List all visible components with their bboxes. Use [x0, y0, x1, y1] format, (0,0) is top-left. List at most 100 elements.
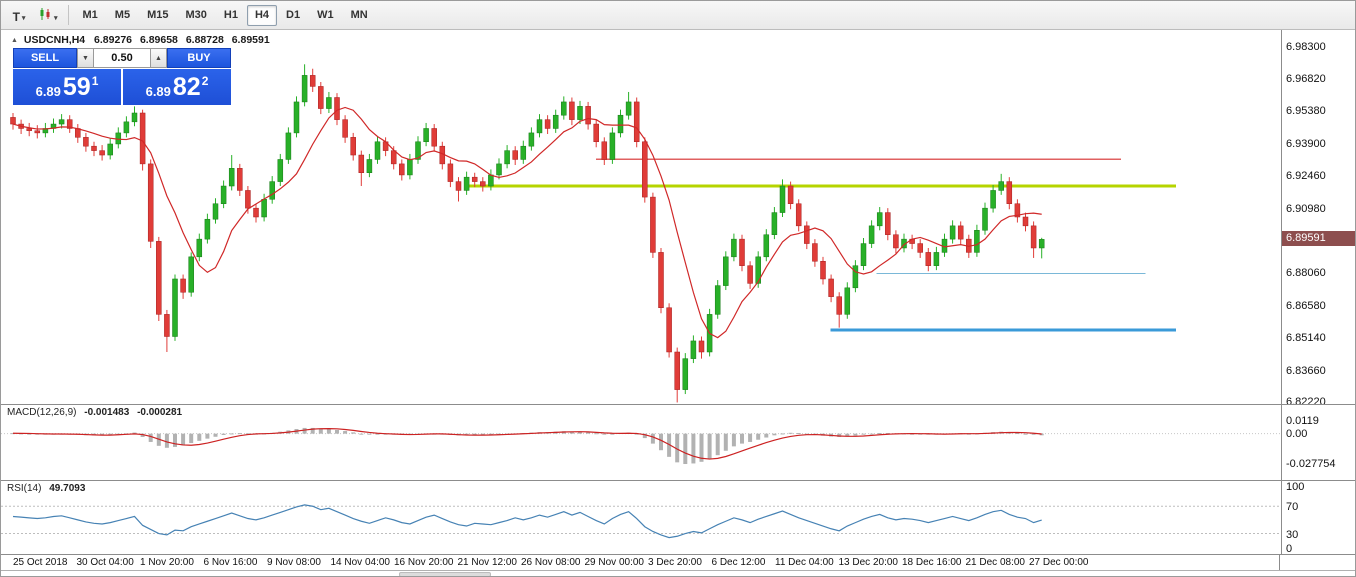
timeframe-button-m1[interactable]: M1 — [75, 5, 106, 26]
price-scale-label: 6.98300 — [1286, 40, 1326, 53]
buy-price-pips: 82 — [172, 73, 201, 101]
chart-symbol-icon: ▲ — [11, 37, 18, 44]
main-chart-canvas[interactable] — [1, 30, 1281, 404]
time-axis-labels: 25 Oct 2018 30 Oct 04:00 1 Nov 20:00 6 Nov … — [1, 555, 1279, 570]
price-scale[interactable]: 6.98300 6.96820 6.95380 6.93900 6.92460 6.909… — [1281, 30, 1355, 404]
time-axis-label: 6 Dec 12:00 — [711, 557, 766, 568]
moving-average-line[interactable] — [12, 106, 1042, 339]
macd-main-value: -0.001483 — [84, 407, 130, 418]
price-scale-label: 6.86580 — [1286, 299, 1326, 312]
rsi-scale-label: 70 — [1286, 501, 1299, 514]
price-scale-label: 6.96820 — [1286, 73, 1326, 86]
macd-header: MACD(12,26,9) -0.001483 -0.000281 — [7, 407, 182, 418]
price-scale-label: 6.88060 — [1286, 267, 1326, 280]
time-axis-label: 3 Dec 20:00 — [648, 557, 702, 568]
timeframe-button-m30[interactable]: M30 — [177, 5, 214, 26]
buy-price-base: 6.89 — [145, 83, 171, 99]
macd-signal-value: -0.000281 — [137, 407, 183, 418]
price-scale-label: 6.82220 — [1286, 396, 1326, 404]
time-axis-label: 30 Oct 04:00 — [76, 557, 134, 568]
time-axis-label: 13 Dec 20:00 — [838, 557, 899, 568]
ohlc-low: 6.88728 — [185, 34, 224, 46]
timeframe-button-mn[interactable]: MN — [343, 5, 376, 26]
buy-price-display[interactable]: 6.89 82 2 — [123, 69, 231, 105]
timeframe-button-w1[interactable]: W1 — [309, 5, 342, 26]
bottom-bar — [1, 571, 1355, 576]
ohlc-high: 6.89658 — [139, 34, 178, 46]
timeframe-button-h1[interactable]: H1 — [216, 5, 246, 26]
macd-label: MACD(12,26,9) — [7, 407, 77, 418]
main-chart-area[interactable]: ▲ USDCNH,H4 6.89276 6.89658 6.88728 6.89… — [1, 30, 1281, 404]
timeframe-button-h4[interactable]: H4 — [246, 4, 278, 26]
macd-panel[interactable]: MACD(12,26,9) -0.001483 -0.000281 — [1, 405, 1281, 480]
sell-price-pips: 59 — [62, 73, 91, 101]
lot-size-input[interactable]: 0.50 — [94, 48, 150, 68]
macd-scale[interactable]: 0.0119 0.00 -0.027754 — [1281, 405, 1355, 480]
chart-toolbar: T ▾ ▾ M1 M5 M15 M30 H1 H4 D1 W1 MN — [1, 1, 1355, 30]
time-axis-label: 16 Nov 20:00 — [394, 557, 454, 568]
buy-button[interactable]: BUY — [167, 48, 231, 68]
lot-increase-button[interactable]: ▲ — [150, 48, 167, 68]
rsi-header: RSI(14) 49.7093 — [7, 483, 85, 494]
price-scale-label: 6.83660 — [1286, 364, 1326, 377]
time-axis[interactable]: 25 Oct 2018 30 Oct 04:00 1 Nov 20:00 6 Nov … — [1, 555, 1355, 571]
rsi-scale-label: 100 — [1286, 481, 1305, 493]
rsi-canvas — [1, 504, 1281, 539]
price-scale-label: 6.85140 — [1286, 331, 1326, 344]
chart-type-button[interactable]: ▾ — [34, 4, 62, 26]
horizontal-scrollbar-thumb[interactable] — [399, 572, 491, 576]
text-tool-label: T — [12, 10, 20, 24]
text-tool-button[interactable]: T ▾ — [6, 4, 32, 26]
chart-symbol-label: USDCNH,H4 — [23, 34, 86, 46]
timeframe-button-d1[interactable]: D1 — [278, 5, 308, 26]
time-axis-label: 6 Nov 16:00 — [203, 557, 258, 568]
rsi-panel[interactable]: RSI(14) 49.7093 — [1, 481, 1281, 554]
rsi-label: RSI(14) — [7, 483, 42, 494]
one-click-trading-panel: SELL ▼ 0.50 ▲ BUY 6.89 59 1 6.89 82 2 — [13, 48, 231, 105]
rsi-line — [12, 504, 1042, 539]
price-scale-label: 6.92460 — [1286, 169, 1326, 182]
macd-scale-label: 0.0119 — [1286, 414, 1319, 427]
macd-scale-label: -0.027754 — [1286, 458, 1336, 471]
rsi-scale-label: 0 — [1286, 543, 1293, 554]
macd-canvas — [1, 427, 1281, 465]
time-axis-label: 11 Dec 04:00 — [775, 557, 834, 568]
timeframe-button-group: M1 M5 M15 M30 H1 H4 D1 W1 MN — [75, 4, 377, 26]
time-axis-label: 14 Nov 04:00 — [330, 557, 391, 568]
price-scale-label: 6.93900 — [1286, 137, 1326, 150]
ohlc-close: 6.89591 — [231, 34, 270, 46]
time-axis-label: 18 Dec 16:00 — [902, 557, 962, 568]
timeframe-button-m15[interactable]: M15 — [139, 5, 176, 26]
sell-button[interactable]: SELL — [13, 48, 77, 68]
caret-down-icon: ▾ — [54, 15, 58, 22]
sell-price-base: 6.89 — [35, 83, 61, 99]
sell-price-point: 1 — [91, 74, 99, 88]
price-scale-label: 6.95380 — [1286, 105, 1326, 118]
macd-signal-line — [12, 428, 1042, 460]
macd-scale-label: 0.00 — [1286, 427, 1308, 440]
current-price-badge: 6.89591 — [1282, 231, 1355, 247]
time-axis-corner — [1279, 555, 1355, 570]
time-axis-label: 21 Nov 12:00 — [457, 557, 518, 568]
time-axis-label: 1 Nov 20:00 — [140, 557, 194, 568]
rsi-value: 49.7093 — [49, 483, 86, 494]
timeframe-button-m5[interactable]: M5 — [107, 5, 138, 26]
time-axis-label: 9 Nov 08:00 — [267, 557, 321, 568]
sell-price-display[interactable]: 6.89 59 1 — [13, 69, 121, 105]
buy-price-point: 2 — [201, 74, 209, 88]
candles-layer — [10, 64, 1045, 403]
ohlc-open: 6.89276 — [94, 34, 133, 46]
time-axis-label: 26 Nov 08:00 — [521, 557, 581, 568]
chart-ohlc-header: ▲ USDCNH,H4 6.89276 6.89658 6.88728 6.89… — [11, 34, 275, 46]
time-axis-label: 25 Oct 2018 — [13, 557, 68, 568]
time-axis-label: 27 Dec 00:00 — [1029, 557, 1089, 568]
time-axis-label: 29 Nov 00:00 — [584, 557, 645, 568]
time-axis-label: 21 Dec 08:00 — [965, 557, 1026, 568]
lot-decrease-button[interactable]: ▼ — [77, 48, 94, 68]
rsi-scale-label: 30 — [1286, 528, 1299, 541]
caret-down-icon: ▾ — [21, 15, 26, 22]
toolbar-separator — [67, 5, 69, 25]
rsi-scale[interactable]: 100 70 30 0 — [1281, 481, 1355, 554]
price-scale-label: 6.90980 — [1286, 202, 1326, 215]
